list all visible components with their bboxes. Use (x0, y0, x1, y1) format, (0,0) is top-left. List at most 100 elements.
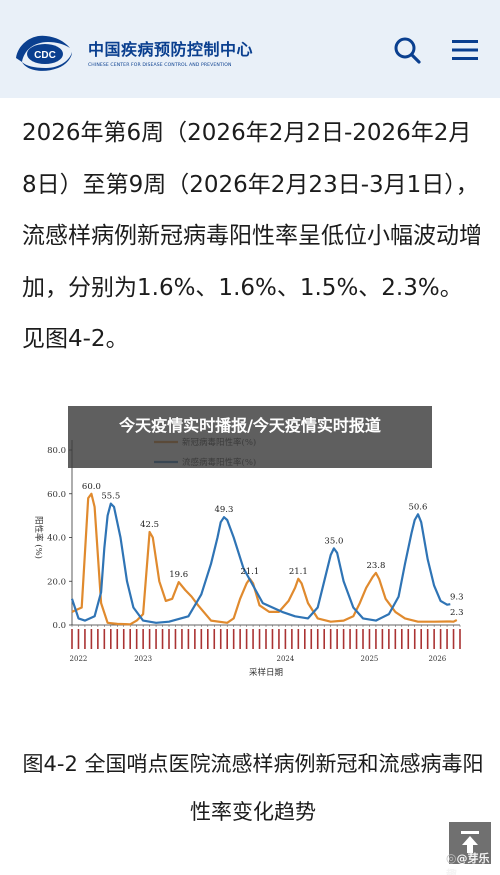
x-date-mark (148, 629, 151, 649)
data-label: 23.8 (366, 561, 385, 571)
data-label: 42.5 (140, 520, 159, 530)
org-name-cn: 中国疾病预防控制中心 (88, 40, 254, 59)
x-date-mark (426, 629, 429, 649)
data-label: 50.6 (408, 502, 427, 512)
x-date-mark (336, 629, 338, 649)
x-date-mark (129, 629, 131, 649)
y-tick-label: 20.0 (47, 577, 66, 587)
x-date-mark (362, 629, 364, 649)
x-date-mark (232, 629, 235, 649)
logo-text: CDC (34, 50, 56, 61)
x-date-mark (407, 629, 410, 649)
x-year-label: 2026 (428, 655, 446, 663)
x-date-mark (174, 629, 177, 649)
cdc-logo[interactable]: CDC (12, 28, 76, 76)
x-date-mark (258, 629, 261, 649)
x-date-mark (142, 629, 144, 649)
search-icon (394, 37, 421, 64)
x-date-mark (155, 629, 157, 649)
x-date-mark (77, 629, 80, 649)
x-date-mark (381, 629, 384, 649)
x-axis-label: 采样日期 (249, 667, 283, 678)
x-date-mark (110, 629, 112, 649)
x-date-mark (420, 629, 422, 649)
x-date-mark (207, 629, 209, 649)
x-date-mark (226, 629, 228, 649)
watermark: ◎@芽乐趣 (446, 850, 500, 875)
x-date-mark (433, 629, 435, 649)
site-header: CDC 中国疾病预防控制中心 CHINESE CENTER FOR DISEAS… (0, 0, 500, 98)
x-date-mark (323, 629, 325, 649)
y-axis-label: 阳性率 (%) (33, 516, 44, 559)
x-date-mark (103, 629, 106, 649)
x-date-mark (375, 629, 377, 649)
x-date-mark (284, 629, 287, 649)
x-date-mark (219, 629, 222, 649)
x-year-label: 2022 (70, 655, 88, 663)
x-date-mark (265, 629, 267, 649)
article-paragraph: 2026年第6周（2026年2月2日-2026年2月8日）至第9周（2026年2… (22, 120, 482, 352)
x-date-mark (135, 629, 138, 649)
x-date-mark (342, 629, 345, 649)
menu-button[interactable] (448, 33, 482, 67)
x-year-label: 2024 (276, 655, 294, 663)
x-date-mark (200, 629, 203, 649)
x-date-mark (116, 629, 119, 649)
x-year-label: 2023 (134, 655, 152, 663)
x-date-mark (278, 629, 280, 649)
x-date-mark (90, 629, 93, 649)
x-date-mark (349, 629, 351, 649)
x-date-mark (439, 629, 442, 649)
chart-data-labels: 60.055.5 42.5 19.6 49.3 21.1 21.1 35.0 23.8 50.6… (82, 482, 464, 618)
x-date-mark (394, 629, 397, 649)
watermark-text: @芽乐趣 (446, 852, 490, 875)
series-line-2 (70, 502, 451, 624)
data-label: 21.1 (289, 567, 308, 577)
y-tick-label: 80.0 (47, 446, 66, 456)
x-date-mark (252, 629, 254, 649)
x-date-mark (401, 629, 403, 649)
chart-lines (70, 492, 458, 626)
x-date-mark (271, 629, 274, 649)
x-date-mark (388, 629, 390, 649)
x-date-mark (413, 629, 416, 649)
chart-axes: 0.0 20.0 40.0 60.0 80.0 阳性率 (%) 2022 2023 2024 20… (33, 440, 461, 678)
x-date-mark (368, 629, 371, 649)
brand: 中国疾病预防控制中心 CHINESE CENTER FOR DISEASE CO… (88, 36, 253, 68)
menu-icon (452, 40, 478, 60)
arrow-up-icon (461, 831, 479, 853)
data-label: 49.3 (214, 505, 233, 515)
search-button[interactable] (390, 33, 424, 67)
x-date-mark (122, 629, 125, 649)
data-label: 60.0 (82, 482, 101, 492)
back-to-top-button[interactable] (449, 822, 491, 864)
x-date-mark (459, 629, 461, 649)
x-date-mark (194, 629, 196, 649)
x-date-mark (245, 629, 248, 649)
x-date-mark (316, 629, 319, 649)
data-label: 55.5 (101, 492, 120, 502)
x-date-mark (329, 629, 332, 649)
x-date-mark (355, 629, 358, 649)
x-year-label: 2025 (361, 655, 379, 663)
data-label: 19.6 (169, 570, 188, 580)
y-tick-label: 40.0 (47, 534, 66, 544)
data-label: 21.1 (240, 567, 259, 577)
data-label: 2.3 (450, 608, 464, 618)
weibo-icon: ◎ (446, 851, 457, 865)
overlay-banner[interactable]: 今天疫情实时播报/今天疫情实时报道 (68, 406, 432, 468)
x-date-mark (84, 629, 86, 649)
x-date-mark (446, 629, 448, 649)
x-date-mark (452, 629, 455, 649)
data-label: 9.3 (450, 593, 464, 603)
figure-caption: 图4-2 全国哨点医院流感样病例新冠和流感病毒阳性率变化趋势 (22, 752, 484, 824)
x-date-mark (213, 629, 216, 649)
x-date-mark (168, 629, 170, 649)
y-tick-label: 0.0 (52, 621, 66, 631)
x-date-mark (291, 629, 293, 649)
x-date-mark (304, 629, 306, 649)
org-name-en: CHINESE CENTER FOR DISEASE CONTROL AND P… (88, 63, 232, 68)
data-label: 35.0 (324, 536, 343, 546)
x-date-mark (97, 629, 99, 649)
y-tick-label: 60.0 (47, 490, 66, 500)
